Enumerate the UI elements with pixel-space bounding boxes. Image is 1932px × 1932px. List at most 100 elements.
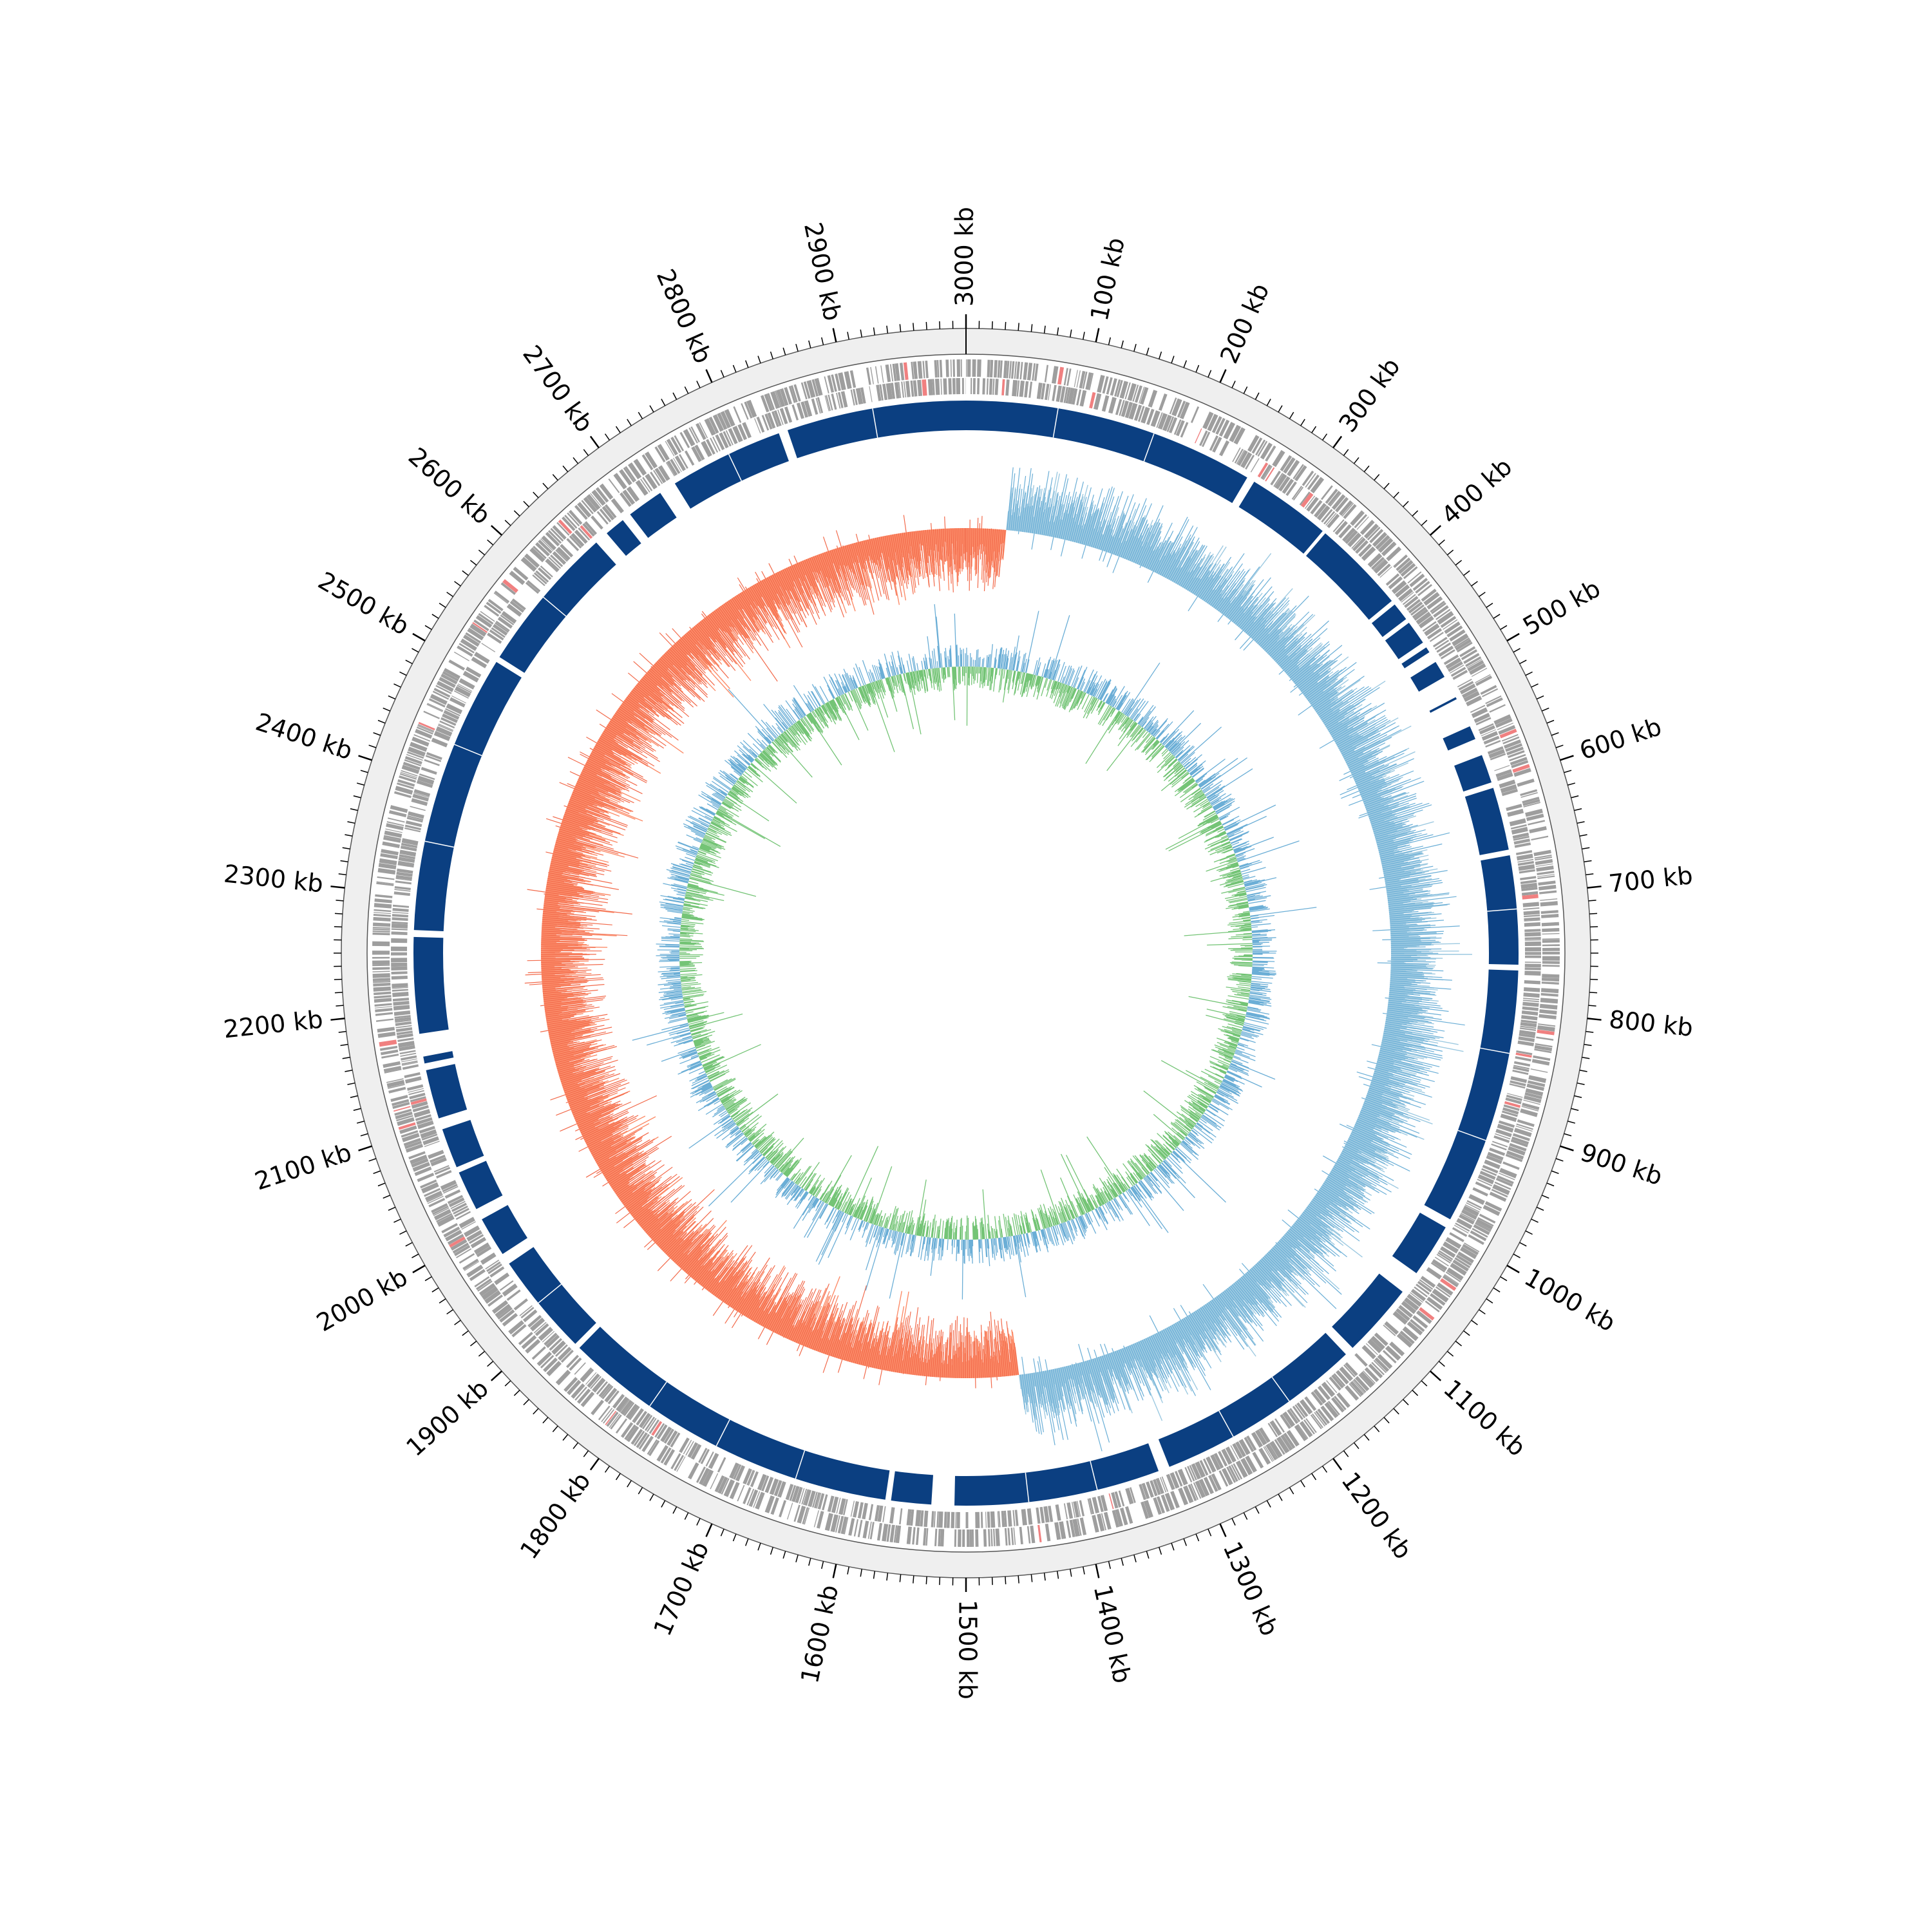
gene-feature-forward [613, 473, 627, 489]
gene-feature-reverse [1338, 524, 1352, 539]
gene-feature-forward [987, 359, 990, 377]
gene-feature-forward [1542, 956, 1560, 961]
gene-feature-reverse [438, 723, 454, 731]
minor-tick [446, 1309, 453, 1315]
minor-tick [1571, 795, 1579, 799]
gene-feature-forward [793, 1504, 800, 1522]
minor-tick [1500, 1276, 1508, 1282]
minor-tick [1056, 327, 1059, 336]
alignment-block [954, 1443, 1159, 1506]
gene-feature-forward [636, 1432, 648, 1448]
gene-feature-reverse [469, 1234, 484, 1244]
gene-feature-forward [462, 634, 480, 647]
gene-feature-reverse [1206, 1456, 1217, 1473]
gene-feature-forward [1540, 998, 1558, 1004]
gene-feature-forward [814, 377, 823, 396]
gene-feature-forward [1497, 1175, 1514, 1184]
gene-feature-reverse [764, 413, 773, 430]
gene-feature-forward [779, 388, 789, 406]
gene-feature-reverse [1189, 1464, 1197, 1481]
gene-feature-forward [958, 1529, 961, 1547]
gene-feature-forward [1211, 1473, 1222, 1491]
gene-feature-forward [1540, 910, 1558, 914]
gene-feature-reverse [1150, 1480, 1158, 1497]
gene-feature-reverse [1509, 1083, 1526, 1089]
gene-feature-reverse [1519, 1030, 1536, 1036]
minor-tick [1018, 323, 1019, 331]
gene-feature-forward [1032, 363, 1036, 381]
gene-feature-reverse [1166, 1473, 1175, 1490]
gene-feature-reverse [934, 378, 940, 395]
gene-feature-reverse [494, 1273, 510, 1285]
gene-feature-reverse [1079, 1500, 1085, 1517]
gene-feature-forward [1112, 1510, 1120, 1528]
minor-tick [388, 695, 396, 700]
gene-feature-forward [509, 571, 526, 585]
gene-feature-forward [1542, 927, 1560, 933]
gene-feature-forward [1386, 546, 1402, 562]
gene-feature-forward [1066, 368, 1072, 386]
gene-feature-forward [372, 978, 391, 982]
major-tick [1219, 369, 1227, 383]
gene-feature-forward [397, 779, 415, 787]
gene-feature-reverse [1521, 1015, 1538, 1021]
gene-feature-reverse [906, 1509, 912, 1526]
alignment-block [1238, 481, 1323, 554]
gene-feature-forward [934, 1528, 938, 1546]
gene-feature-forward [779, 1500, 787, 1518]
gene-feature-forward [581, 500, 594, 515]
gene-feature-forward [392, 1101, 410, 1110]
gene-feature-reverse [670, 1432, 681, 1448]
tick-label: 700 kb [1607, 861, 1694, 898]
gene-feature-reverse [433, 730, 451, 741]
gene-feature-reverse [1406, 1293, 1423, 1307]
minor-tick [1577, 1082, 1585, 1085]
minor-tick [991, 1577, 993, 1586]
minor-tick [1412, 1390, 1419, 1396]
gene-feature-reverse [556, 547, 571, 561]
gene-feature-forward [1512, 764, 1530, 773]
gene-feature-reverse [397, 1037, 414, 1043]
gene-feature-reverse [415, 1114, 431, 1121]
gene-feature-reverse [569, 535, 582, 549]
alignment-block [413, 936, 449, 1034]
alignment-block-seam [538, 1283, 562, 1303]
gene-feature-forward [541, 535, 556, 551]
gene-feature-reverse [1401, 592, 1414, 603]
gene-feature-forward [462, 1258, 479, 1271]
gene-feature-forward [1286, 1430, 1300, 1447]
position-axis [330, 314, 1602, 1592]
gene-feature-forward [1057, 366, 1065, 385]
gene-feature-forward [1485, 695, 1502, 705]
minor-tick [1183, 1538, 1188, 1546]
gene-feature-forward [377, 876, 395, 880]
gene-feature-forward [380, 853, 398, 860]
gene-feature-reverse [1485, 740, 1501, 748]
gene-feature-reverse [1354, 1353, 1368, 1367]
gene-feature-forward [599, 483, 614, 500]
gene-feature-forward [1539, 1009, 1557, 1015]
gene-feature-reverse [1482, 1164, 1499, 1174]
gene-feature-reverse [1426, 1267, 1442, 1280]
minor-tick [1551, 732, 1559, 736]
gene-feature-reverse [393, 1001, 410, 1006]
gene-feature-forward [1527, 1080, 1546, 1087]
minor-tick [542, 482, 549, 489]
gene-feature-reverse [701, 440, 712, 457]
alignment-block [891, 1471, 934, 1505]
minor-tick [340, 1043, 348, 1046]
gene-feature-reverse [1443, 654, 1459, 665]
gene-feature-forward [486, 601, 502, 614]
gene-feature-forward [913, 361, 918, 379]
gene-feature-reverse [1514, 842, 1531, 848]
gene-feature-forward [1417, 583, 1433, 596]
minor-tick [347, 821, 355, 824]
gene-feature-forward [518, 1331, 533, 1345]
tick-label: 1000 kb [1520, 1263, 1620, 1338]
gene-feature-forward [1159, 393, 1168, 412]
gene-feature-reverse [1477, 1174, 1495, 1185]
minor-tick [1363, 465, 1370, 473]
gene-feature-reverse [408, 811, 424, 819]
gene-feature-reverse [1481, 729, 1497, 737]
